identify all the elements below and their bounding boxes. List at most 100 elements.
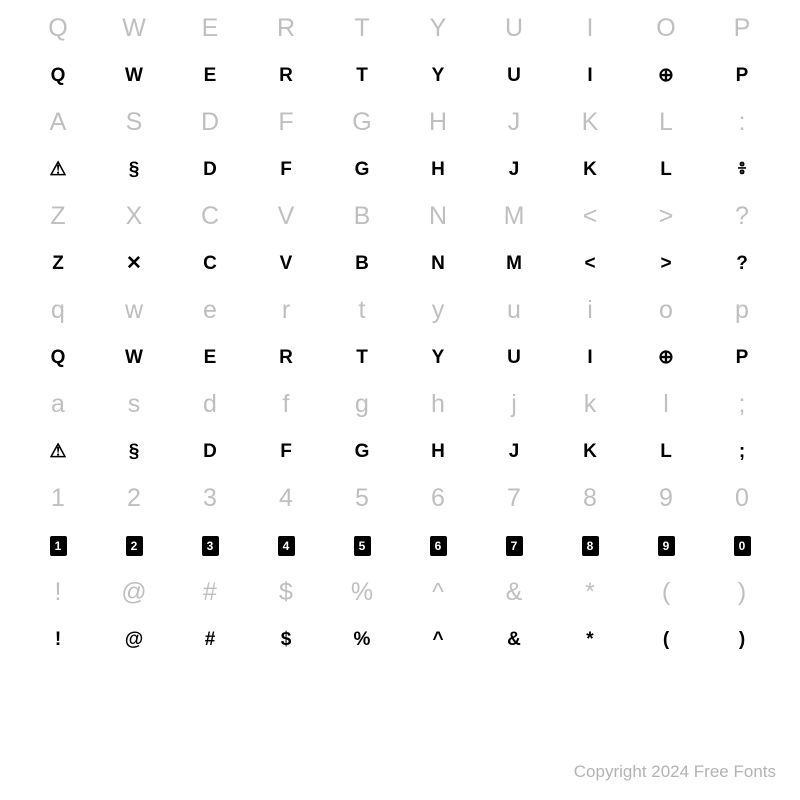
char-glyph: ✕ xyxy=(126,252,142,275)
char-label: A xyxy=(50,108,67,137)
char-glyph: 8 xyxy=(582,536,599,556)
char-label: E xyxy=(202,14,219,43)
char-label: j xyxy=(511,390,517,419)
char-label: y xyxy=(432,296,445,325)
char-glyph: D xyxy=(203,441,217,463)
char-glyph: F xyxy=(280,441,292,463)
char-glyph: F xyxy=(280,159,292,181)
char-glyph: V xyxy=(280,253,293,275)
char-label: i xyxy=(587,296,593,325)
char-label: Z xyxy=(50,202,65,231)
char-label: ) xyxy=(738,578,746,607)
char-glyph: E xyxy=(204,347,217,369)
char-glyph: G xyxy=(355,159,370,181)
char-label: u xyxy=(507,296,521,325)
char-label: S xyxy=(126,108,143,137)
char-label: @ xyxy=(121,578,146,607)
char-label: C xyxy=(201,202,219,231)
char-label: f xyxy=(283,390,290,419)
char-label: h xyxy=(431,390,445,419)
char-label: Q xyxy=(48,14,67,43)
char-glyph: ! xyxy=(55,629,61,651)
char-glyph: Q xyxy=(51,347,66,369)
char-label: * xyxy=(585,578,595,607)
char-glyph: Y xyxy=(432,65,445,87)
char-glyph: I xyxy=(587,65,592,87)
char-glyph: < xyxy=(584,253,595,275)
char-label: e xyxy=(203,296,217,325)
char-label: $ xyxy=(279,578,293,607)
char-glyph: J xyxy=(509,441,520,463)
char-label: M xyxy=(504,202,525,231)
char-label: 9 xyxy=(659,484,673,513)
char-label: r xyxy=(282,296,290,325)
char-glyph: L xyxy=(660,159,672,181)
char-label: k xyxy=(584,390,597,419)
char-label: & xyxy=(506,578,523,607)
char-label: P xyxy=(734,14,751,43)
char-glyph: § xyxy=(129,441,140,463)
char-label: q xyxy=(51,296,65,325)
char-label: # xyxy=(203,578,217,607)
char-glyph: 0 xyxy=(734,536,751,556)
char-label: < xyxy=(583,202,598,231)
char-glyph: J xyxy=(509,159,520,181)
char-glyph: ⊕ xyxy=(658,346,674,369)
char-label: 2 xyxy=(127,484,141,513)
char-label: R xyxy=(277,14,295,43)
char-glyph: R xyxy=(279,65,293,87)
char-label: K xyxy=(582,108,599,137)
char-glyph: M xyxy=(506,253,522,275)
char-label: t xyxy=(359,296,366,325)
char-glyph: N xyxy=(431,253,445,275)
char-label: Y xyxy=(430,14,447,43)
char-label: U xyxy=(505,14,523,43)
char-glyph: K xyxy=(583,441,597,463)
character-map-grid: QWERTYUIOPQWERTYUI⊕PASDFGHJKL:⚠§DFGHJKL៖… xyxy=(20,5,780,663)
char-glyph: & xyxy=(507,629,521,651)
copyright-text: Copyright 2024 Free Fonts xyxy=(574,762,776,782)
char-label: % xyxy=(351,578,373,607)
char-glyph: Q xyxy=(51,65,66,87)
char-glyph: 3 xyxy=(202,536,219,556)
char-label: G xyxy=(352,108,371,137)
char-label: a xyxy=(51,390,65,419)
char-glyph: H xyxy=(431,441,445,463)
char-label: N xyxy=(429,202,447,231)
char-glyph: Z xyxy=(52,253,64,275)
char-glyph: T xyxy=(356,65,368,87)
char-glyph: D xyxy=(203,159,217,181)
char-glyph: ; xyxy=(739,441,745,463)
char-label: O xyxy=(656,14,675,43)
char-label: 6 xyxy=(431,484,445,513)
char-glyph: L xyxy=(660,441,672,463)
char-glyph: W xyxy=(125,65,143,87)
char-glyph: § xyxy=(129,159,140,181)
char-label: W xyxy=(122,14,146,43)
char-glyph: $ xyxy=(281,629,292,651)
char-label: ! xyxy=(55,578,62,607)
char-label: g xyxy=(355,390,369,419)
char-label: L xyxy=(659,108,673,137)
char-glyph: U xyxy=(507,347,521,369)
char-glyph: ( xyxy=(663,629,669,651)
char-glyph: ៖ xyxy=(738,156,746,184)
char-glyph: % xyxy=(354,629,371,651)
char-glyph: 6 xyxy=(430,536,447,556)
char-glyph: @ xyxy=(125,629,144,651)
char-glyph: 4 xyxy=(278,536,295,556)
char-label: 4 xyxy=(279,484,293,513)
char-label: 1 xyxy=(51,484,65,513)
char-label: 7 xyxy=(507,484,521,513)
char-label: ( xyxy=(662,578,670,607)
char-label: d xyxy=(203,390,217,419)
char-label: ; xyxy=(739,390,746,419)
char-glyph: ) xyxy=(739,629,745,651)
char-glyph: * xyxy=(586,629,593,651)
char-label: H xyxy=(429,108,447,137)
char-label: I xyxy=(587,14,594,43)
char-glyph: G xyxy=(355,441,370,463)
char-glyph: B xyxy=(355,253,369,275)
char-glyph: Y xyxy=(432,347,445,369)
char-label: J xyxy=(508,108,521,137)
